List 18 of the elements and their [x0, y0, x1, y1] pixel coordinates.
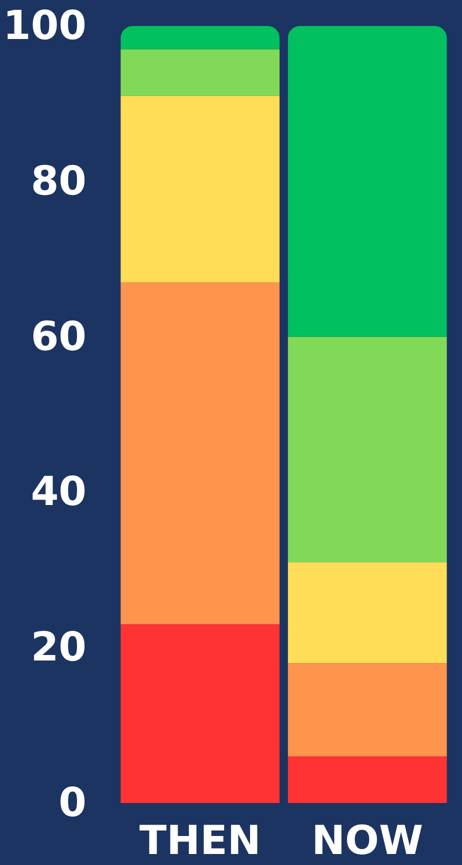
bar	[288, 756, 447, 803]
bar	[288, 26, 447, 337]
y-tick-label: 0	[58, 780, 86, 826]
bar	[288, 562, 447, 664]
y-tick-label: 20	[30, 624, 86, 671]
x-tick-label: THEN	[139, 818, 261, 864]
bar	[120, 282, 280, 624]
y-tick-label: 60	[30, 314, 86, 360]
bar	[120, 26, 280, 50]
bar	[288, 663, 447, 756]
y-tick-label: 80	[30, 158, 86, 204]
x-tick-label: NOW	[312, 818, 424, 864]
bar	[120, 96, 280, 282]
y-tick-label: 100	[2, 3, 86, 49]
bar	[120, 624, 280, 803]
y-tick-label: 40	[30, 469, 86, 516]
bar	[120, 49, 280, 96]
bar	[288, 336, 447, 562]
